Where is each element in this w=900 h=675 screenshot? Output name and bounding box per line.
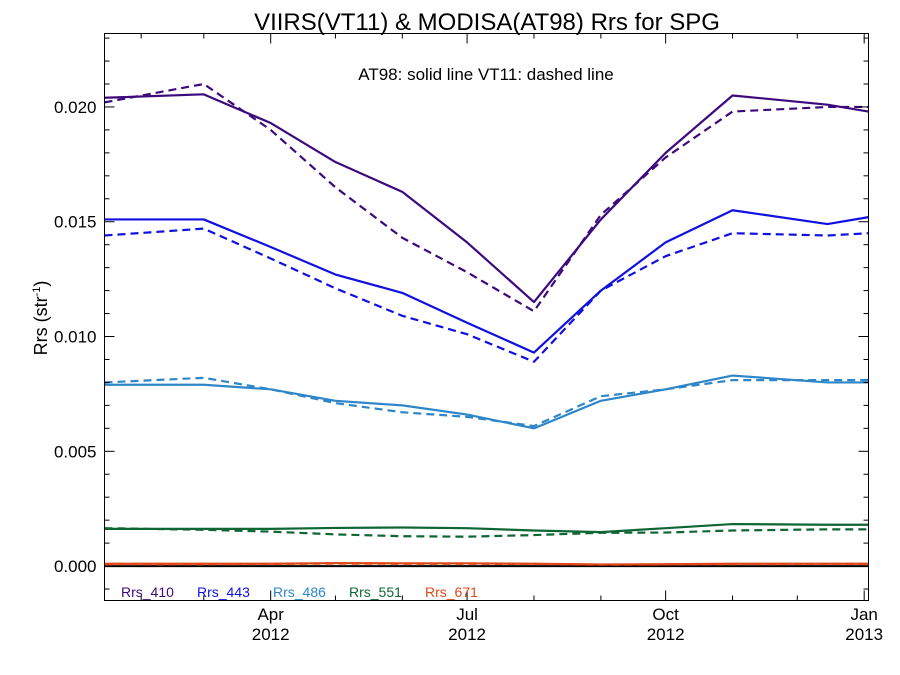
x-tick-year-label: 2012	[252, 625, 290, 644]
chart-title: VIIRS(VT11) & MODISA(AT98) Rrs for SPG	[254, 9, 720, 36]
legend-item-rrs-410: Rrs_410	[121, 584, 174, 600]
x-tick-month-label: Jul	[456, 605, 478, 624]
series-line-rrs-551-solid	[104, 522, 869, 534]
y-axis-label: Rrs (str-1)	[31, 281, 51, 356]
legend-item-rrs-486: Rrs_486	[273, 584, 326, 600]
plot-area	[104, 82, 869, 568]
legend-item-rrs-671: Rrs_671	[425, 584, 478, 600]
series-line-rrs-486-solid	[104, 374, 869, 430]
line-style-annotation: AT98: solid line VT11: dashed line	[358, 65, 613, 84]
y-axis: 0.000 0.005 0.010 0.015 0.020	[54, 37, 869, 590]
x-tick-month-label: Jan	[850, 605, 877, 624]
plot-frame	[104, 33, 869, 601]
y-tick-label: 0.015	[54, 213, 97, 232]
x-tick-year-label: 2012	[448, 625, 486, 644]
x-tick-year-label: 2013	[845, 625, 883, 644]
x-tick-year-label: 2012	[647, 625, 685, 644]
series-line-rrs-486-dashed	[104, 376, 869, 428]
series-line-rrs-443-solid	[104, 209, 869, 354]
y-tick-label: 0.005	[54, 442, 97, 461]
series-line-rrs-671-solid	[104, 561, 869, 566]
y-tick-label: 0.020	[54, 98, 97, 117]
legend-item-rrs-443: Rrs_443	[197, 584, 250, 600]
y-tick-label: 0.010	[54, 328, 97, 347]
legend-item-rrs-551: Rrs_551	[349, 584, 402, 600]
series-line-rrs-551-dashed	[104, 527, 869, 538]
y-axis-label-main: Rrs (str	[31, 296, 51, 355]
y-tick-label: 0.000	[54, 557, 97, 576]
y-axis-label-close: )	[31, 281, 51, 287]
series-line-rrs-443-dashed	[104, 227, 869, 363]
series-line-rrs-410-dashed	[104, 82, 869, 313]
x-tick-month-label: Oct	[652, 605, 679, 624]
x-tick-month-label: Apr	[257, 605, 284, 624]
legend: Rrs_410 Rrs_443 Rrs_486 Rrs_551 Rrs_671	[121, 584, 478, 600]
series-line-rrs-410-solid	[104, 93, 869, 304]
y-axis-label-superscript: -1	[31, 287, 43, 297]
